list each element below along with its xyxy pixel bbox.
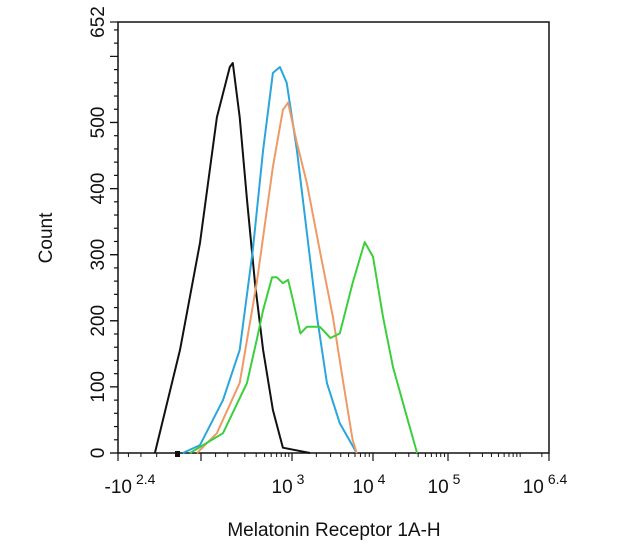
x-axis: -10 2.4 10 3 10 4 10 5 10 6.4 bbox=[105, 453, 568, 498]
plot-frame bbox=[117, 21, 550, 454]
x-tick-exponent: 4 bbox=[378, 471, 386, 487]
histogram-series-0 bbox=[153, 62, 311, 454]
x-tick-exponent: 3 bbox=[297, 471, 305, 487]
y-tick-label: 200 bbox=[88, 305, 109, 337]
x-tick-exponent: 5 bbox=[453, 471, 461, 487]
y-tick-label: 100 bbox=[88, 371, 109, 403]
x-tick-base: 10 bbox=[523, 477, 544, 498]
axis-marker bbox=[175, 451, 180, 457]
x-tick-label: 10 4 bbox=[353, 471, 386, 498]
x-tick-exponent: 6.4 bbox=[548, 471, 568, 487]
y-axis-title: Count bbox=[36, 212, 57, 263]
histogram-series-1 bbox=[182, 66, 358, 454]
x-axis-title: Melatonin Receptor 1A-H bbox=[227, 520, 440, 541]
x-tick-label: 10 6.4 bbox=[523, 471, 568, 498]
x-tick-label: 10 5 bbox=[428, 471, 461, 498]
x-tick-base: 10 bbox=[272, 477, 293, 498]
x-tick-base: -10 bbox=[105, 477, 132, 498]
y-tick-label: 400 bbox=[88, 173, 109, 205]
x-tick-base: 10 bbox=[353, 477, 374, 498]
x-tick-base: 10 bbox=[428, 477, 449, 498]
x-tick-exponent: 2.4 bbox=[136, 471, 156, 487]
y-tick-label: 652 bbox=[88, 6, 109, 38]
histogram-series-3 bbox=[189, 241, 419, 454]
histogram-series-2 bbox=[196, 101, 358, 454]
x-tick-label: -10 2.4 bbox=[105, 471, 156, 498]
y-tick-label: 0 bbox=[88, 448, 109, 459]
y-axis: 0 100 200 300 400 500 652 bbox=[88, 6, 118, 458]
y-tick-label: 300 bbox=[88, 239, 109, 271]
series-group bbox=[153, 62, 419, 454]
x-tick-label: 10 3 bbox=[272, 471, 305, 498]
y-tick-label: 500 bbox=[88, 107, 109, 139]
